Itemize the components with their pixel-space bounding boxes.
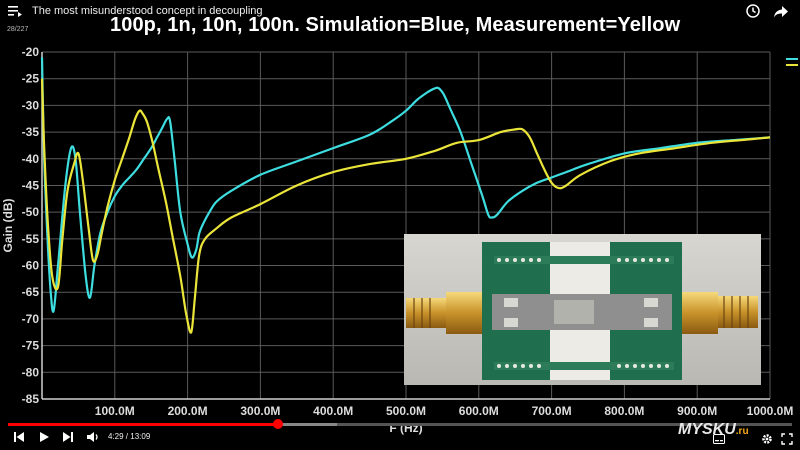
x-tick-label: 100.0M	[95, 404, 135, 418]
time-separator: /	[123, 432, 131, 441]
y-tick-label: -60	[22, 259, 40, 273]
progress-played	[8, 423, 278, 426]
x-tick-label: 300.0M	[240, 404, 280, 418]
y-axis-title: Gain (dB)	[1, 199, 15, 253]
series-line-2	[40, 78, 771, 334]
player-top-bar: The most misunderstood concept in decoup…	[0, 0, 800, 22]
watermark: MYSKU.ru	[678, 421, 749, 439]
chart-title: 100p, 1n, 10n, 100n. Simulation=Blue, Me…	[110, 14, 681, 36]
y-tick-label: -70	[22, 312, 40, 326]
playlist-menu-icon[interactable]	[8, 4, 22, 17]
series-line-1	[40, 57, 771, 313]
y-tick-label: -20	[22, 45, 40, 59]
progress-bar[interactable]	[8, 419, 792, 429]
settings-icon[interactable]	[760, 432, 774, 446]
duration: 13:09	[130, 432, 151, 441]
x-tick-label: 800.0M	[604, 404, 644, 418]
x-tick-label: 1000.0M	[747, 404, 794, 418]
progress-loaded	[277, 423, 338, 426]
y-tick-label: -85	[22, 392, 40, 406]
time-display: 4:29 / 13:09	[108, 432, 150, 441]
x-tick-label: 900.0M	[677, 404, 717, 418]
share-icon[interactable]	[774, 5, 788, 18]
play-icon[interactable]	[37, 430, 51, 444]
y-tick-label: -25	[22, 72, 40, 86]
y-tick-label: -80	[22, 365, 40, 379]
watch-later-icon[interactable]	[746, 4, 760, 18]
y-tick-label: -65	[22, 285, 40, 299]
chart-series	[40, 57, 771, 334]
y-tick-label: -45	[22, 178, 40, 192]
y-tick-label: -40	[22, 152, 40, 166]
y-tick-label: -75	[22, 339, 40, 353]
chart-labels: -20 -25 -30 -35 -40 -45 -50 -55 -60 -65 -70 -75 -80 -…	[1, 45, 793, 435]
fullscreen-icon[interactable]	[780, 432, 794, 446]
progress-scrubber[interactable]	[272, 419, 283, 429]
y-tick-label: -50	[22, 205, 40, 219]
volume-icon[interactable]	[86, 430, 100, 444]
x-tick-label: 600.0M	[459, 404, 499, 418]
previous-icon[interactable]	[12, 430, 26, 444]
watermark-brand: MYSKU	[678, 421, 736, 438]
x-tick-label: 700.0M	[532, 404, 572, 418]
subtitles-icon[interactable]	[712, 432, 726, 446]
x-tick-label: 500.0M	[386, 404, 426, 418]
watermark-suffix: .ru	[735, 426, 749, 437]
y-tick-label: -35	[22, 125, 40, 139]
legend-swatch-measurement	[786, 64, 798, 66]
next-icon[interactable]	[61, 430, 75, 444]
x-tick-label: 400.0M	[313, 404, 353, 418]
current-time: 4:29	[108, 432, 124, 441]
playlist-counter: 28/227	[7, 26, 29, 33]
pcb-photo	[404, 234, 761, 385]
video-title[interactable]: The most misunderstood concept in decoup…	[32, 5, 263, 17]
y-tick-label: -30	[22, 98, 40, 112]
x-tick-label: 200.0M	[168, 404, 208, 418]
legend-swatch-simulation	[786, 58, 798, 60]
y-tick-label: -55	[22, 232, 40, 246]
player-controls: 4:29 / 13:09	[0, 418, 800, 450]
